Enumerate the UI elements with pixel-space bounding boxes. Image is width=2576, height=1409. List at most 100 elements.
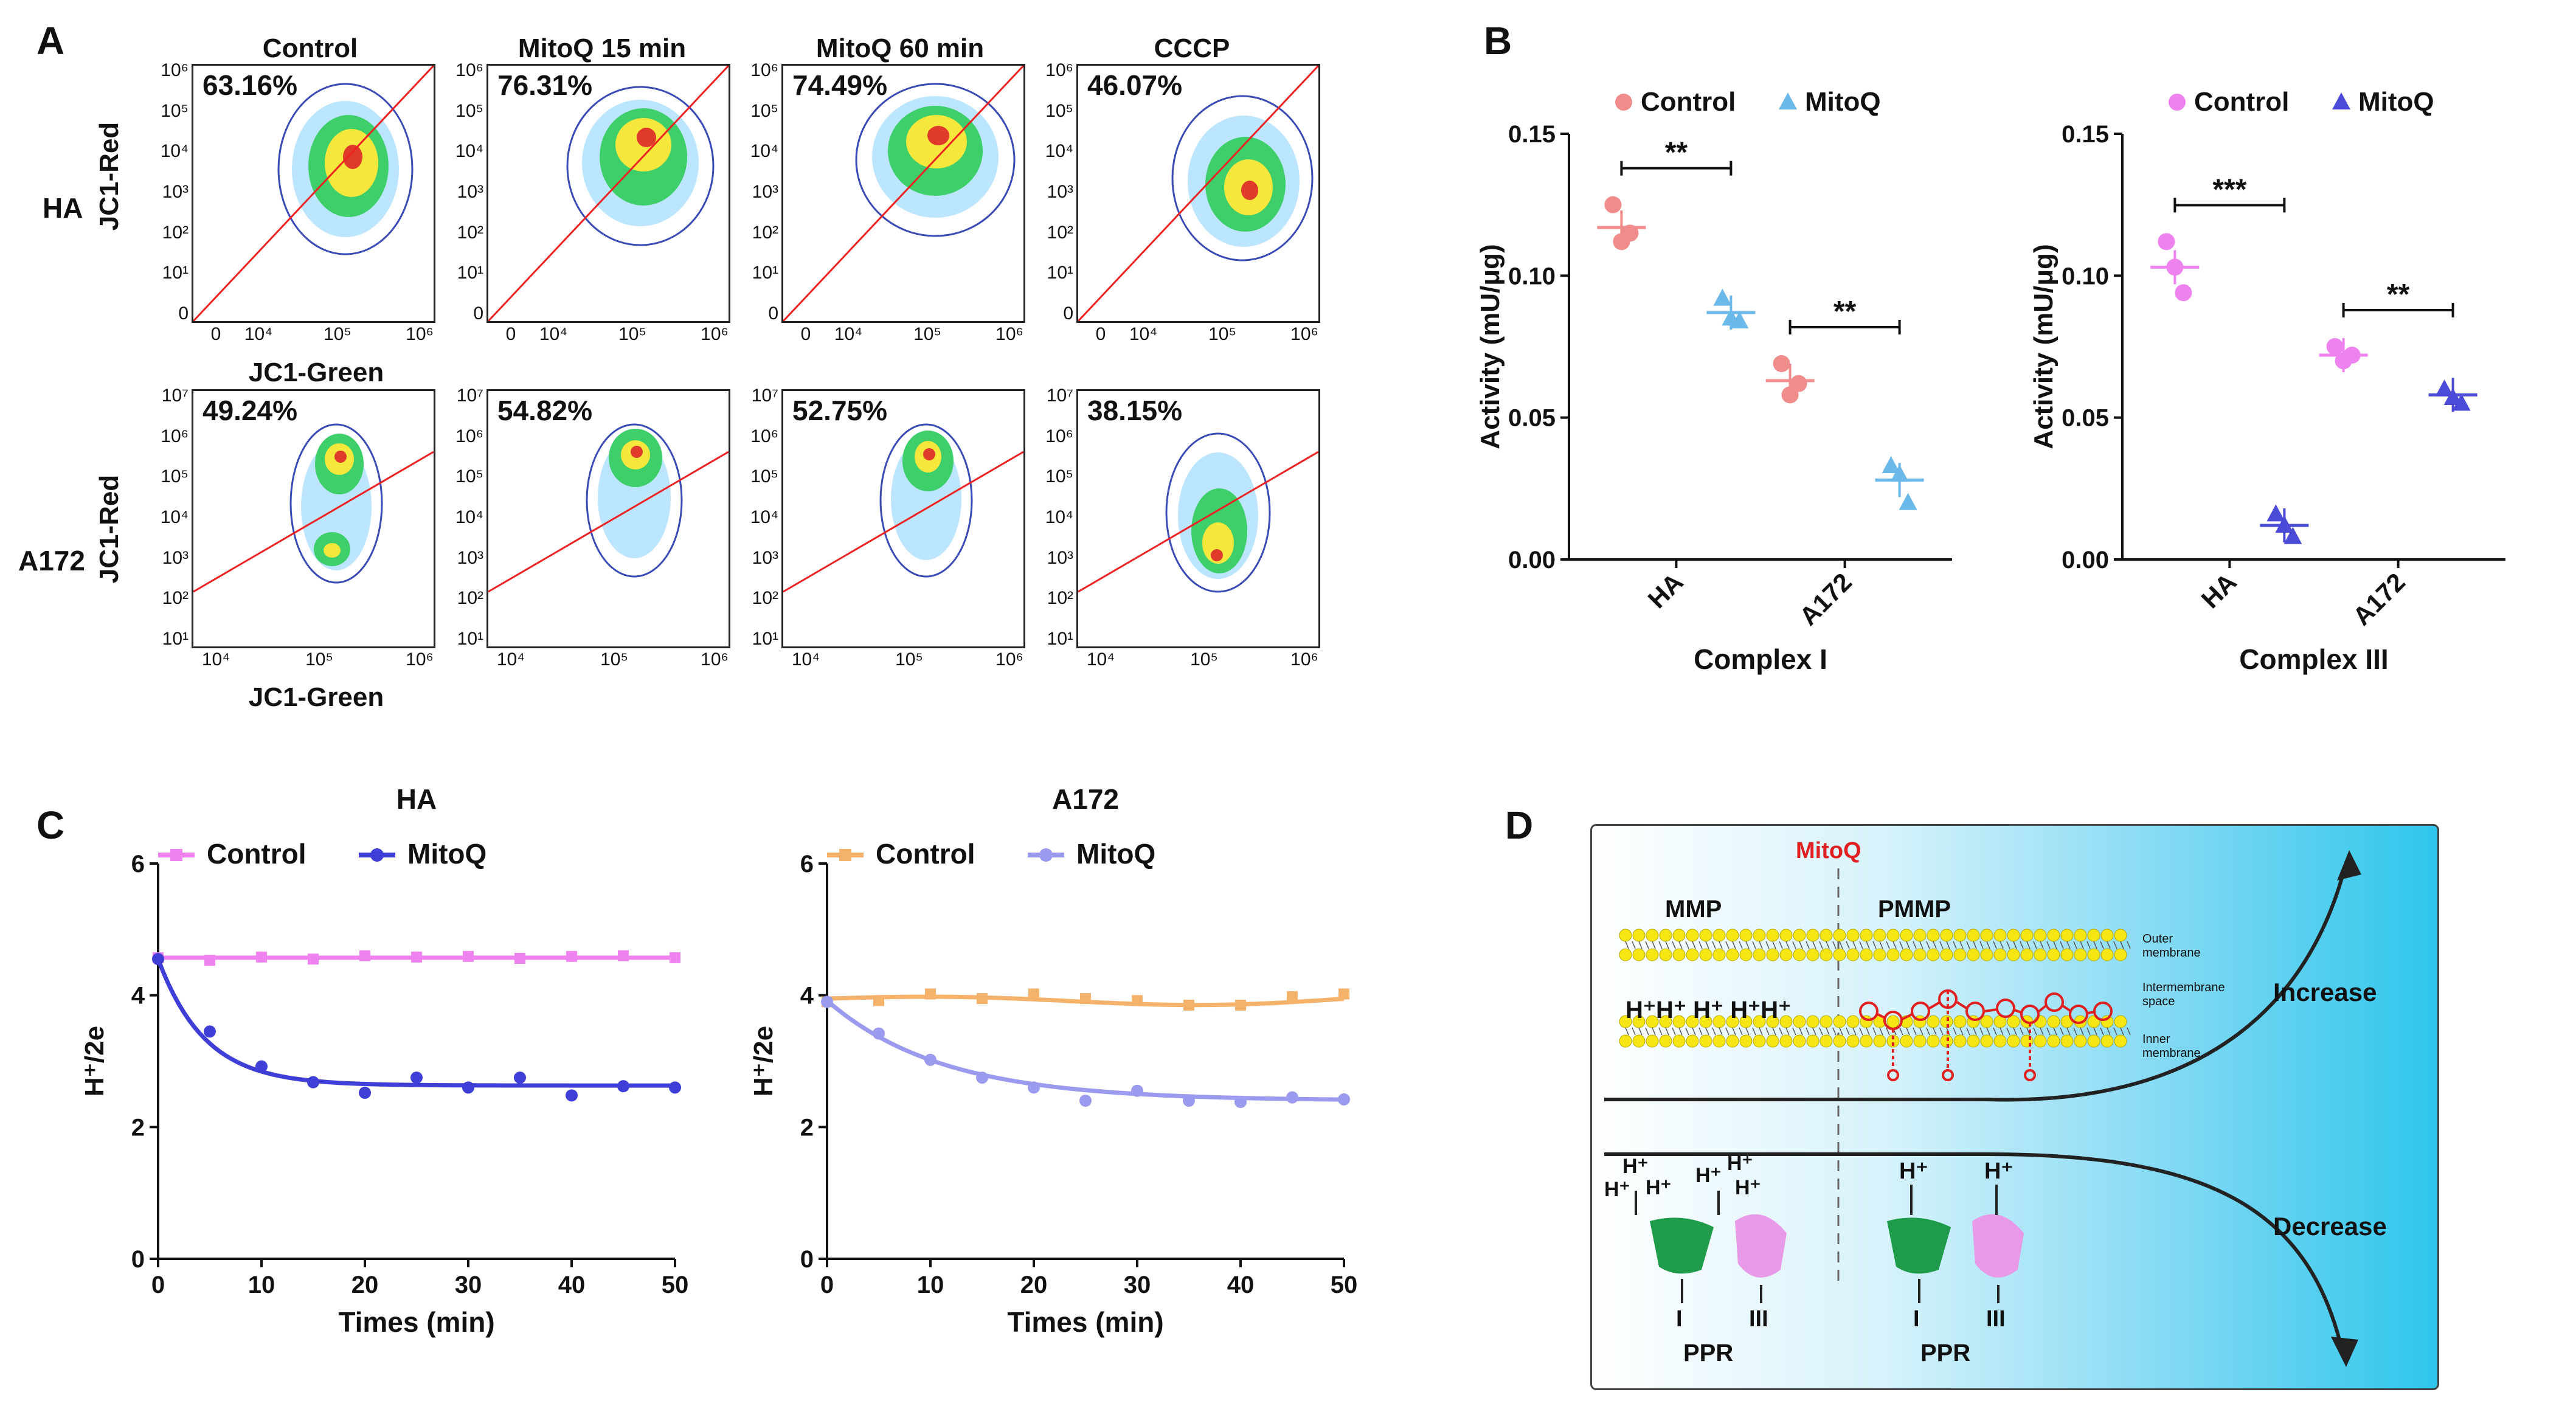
lipid-tail [1678, 1027, 1683, 1036]
significance-label: ** [2387, 279, 2410, 311]
flow-y-tick: 0 [178, 303, 189, 324]
lipid-tail [1632, 1027, 1636, 1036]
data-point [2326, 338, 2344, 355]
flow-x-tick: 10⁴ [791, 649, 820, 670]
x-tick-label: 50 [1331, 1272, 1358, 1298]
lipid-tail [1919, 1027, 1923, 1036]
data-point [514, 953, 525, 964]
flow-plot-a172-mitoq60: 52.75% [781, 389, 1025, 648]
lipid-tail [1979, 1027, 1984, 1036]
lipid-head [1712, 948, 1726, 961]
lipid-tail [1719, 1027, 1723, 1036]
lipid-head [2007, 1015, 2020, 1028]
lipid-tail [2086, 941, 2091, 949]
flow-y-tick: 10⁵ [750, 100, 778, 121]
flow-y-tick: 10⁵ [161, 466, 189, 487]
lipid-head [1860, 1034, 1873, 1048]
lipid-head [1779, 948, 1793, 961]
flow-y-tick: 0 [1063, 303, 1073, 324]
flow-x-tick: 10⁵ [600, 649, 628, 670]
data-point [1131, 1084, 1143, 1097]
lipid-head [1927, 1015, 1940, 1028]
flow-density-ha-mitoq15 [487, 64, 730, 322]
lipid-tail [2006, 1027, 2010, 1036]
legend-label: MitoQ [407, 838, 486, 870]
lipid-head [2114, 929, 2127, 942]
data-point [256, 951, 267, 963]
x-tick-label: HA [2196, 567, 2242, 614]
lipid-tail [1739, 941, 1743, 949]
lipid-tail [1846, 941, 1850, 949]
flow-y-tick: 10³ [457, 547, 483, 568]
lipid-tail [2120, 941, 2124, 949]
lipid-tail [1678, 941, 1683, 949]
data-point [1132, 995, 1143, 1006]
flow-y-tick: 10² [752, 222, 778, 243]
inner-membrane-label: Inner membrane [2142, 1033, 2201, 1060]
lipid-tail [2020, 1027, 2024, 1036]
fit-curve [825, 999, 1345, 1102]
y-tick-label: 2 [131, 1114, 145, 1141]
lipid-tail [1973, 941, 1977, 949]
y-axis-title: Activity (mU/μg) [1475, 244, 1505, 449]
flow-y-tick: 10⁵ [750, 466, 778, 487]
data-point [873, 1027, 885, 1040]
lipid-tail [1812, 1027, 1816, 1036]
flow-y-tick: 10⁶ [455, 60, 483, 80]
flow-y-tick: 10² [1047, 588, 1073, 609]
y-tick-label: 0.10 [2062, 263, 2109, 289]
membrane-bilayer [1619, 929, 2131, 1048]
lipid-head [1833, 1034, 1846, 1048]
panel-b-letter: B [1484, 19, 1512, 63]
flow-x-tick: 10⁴ [539, 324, 568, 344]
lipid-tail [1839, 1027, 1843, 1036]
mechanism-drawing [1604, 850, 2361, 1367]
lipid-tail [1672, 1027, 1676, 1036]
legend-marker [1039, 848, 1053, 862]
flow-y-tick: 10¹ [162, 263, 189, 283]
flow-y-tick: 10⁴ [160, 141, 189, 162]
lipid-tail [2026, 1027, 2031, 1036]
lipid-head [2087, 948, 2100, 961]
legend-label: MitoQ [1805, 87, 1881, 117]
data-point [308, 954, 319, 965]
pmmp-label: PMMP [1878, 896, 1951, 923]
legend-marker [1615, 94, 1632, 111]
flow-density-a172-control [193, 423, 434, 593]
lipid-head [2114, 1015, 2127, 1028]
data-point [359, 950, 370, 961]
x-tick-label: A172 [2347, 567, 2411, 631]
lipid-tail [2113, 1027, 2117, 1036]
lipid-tail [1913, 941, 1917, 949]
chart-complex-iii: 0.00 0.05 0.10 0.15 Activity (mU/μg) HA A172 Co… [2029, 87, 2505, 675]
percent-ha-control: 63.16% [203, 69, 298, 101]
flow-density-ha-cccp [1077, 64, 1320, 322]
y-tick-label: 0 [131, 1246, 145, 1273]
lipid-head [2074, 948, 2087, 961]
lipid-head [1900, 929, 1913, 942]
lipid-head [1632, 929, 1646, 942]
lipid-tail [2127, 941, 2131, 949]
flow-y-tick: 10² [162, 588, 189, 609]
lipid-tail [2033, 1027, 2037, 1036]
flow-plot-a172-cccp: 38.15% [1076, 389, 1320, 648]
percent-ha-mitoq15: 76.31% [497, 69, 593, 101]
panel-a-letter: A [36, 19, 65, 63]
lipid-head [1632, 948, 1646, 961]
x-tick-label: 20 [351, 1272, 379, 1298]
lipid-tail [2053, 941, 2057, 949]
lipid-head [1659, 1034, 1672, 1048]
data-point [2283, 527, 2302, 544]
lipid-head [1833, 948, 1846, 961]
data-point [2158, 233, 2175, 251]
lipid-tail [1792, 1027, 1796, 1036]
flow-y-tick: 10⁶ [750, 60, 778, 80]
lipid-tail [1886, 941, 1890, 949]
hplus-label-1: H⁺ [1622, 1155, 1649, 1178]
lipid-head [2007, 948, 2020, 961]
lipid-head [2047, 1034, 2060, 1048]
lipid-tail [1759, 1027, 1763, 1036]
lipid-tail [1806, 941, 1810, 949]
lipid-tail [1779, 941, 1783, 949]
y-axis-title: H⁺/2e [80, 1026, 109, 1096]
